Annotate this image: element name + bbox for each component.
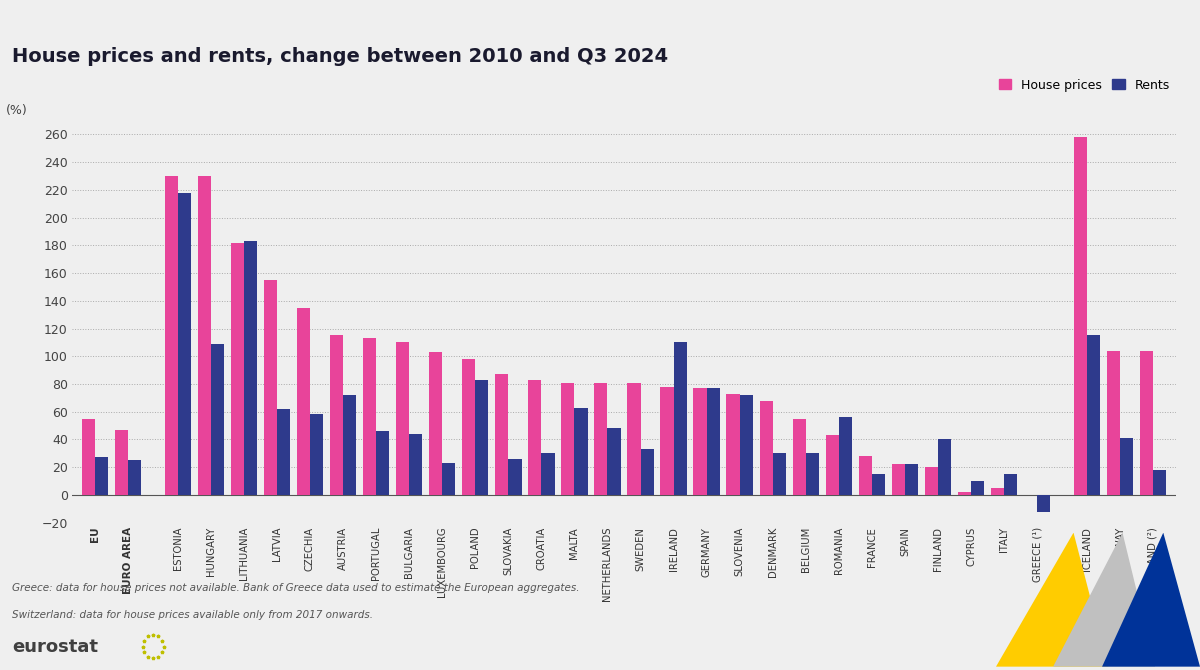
Text: Greece: data for house prices not available. Bank of Greece data used to estimat: Greece: data for house prices not availa… — [12, 583, 580, 593]
Bar — [443, 463, 456, 495]
Bar — [1153, 470, 1166, 495]
Bar — [277, 409, 290, 495]
Bar — [475, 380, 488, 495]
Bar — [872, 474, 886, 495]
Bar — [859, 456, 872, 495]
Bar — [773, 454, 786, 495]
Bar — [1037, 495, 1050, 511]
Bar — [496, 375, 509, 495]
Text: (%): (%) — [6, 104, 28, 117]
Bar — [641, 449, 654, 495]
Bar — [128, 460, 142, 495]
Bar — [1004, 474, 1018, 495]
Bar — [1106, 350, 1120, 495]
Bar — [707, 388, 720, 495]
Bar — [694, 388, 707, 495]
Bar — [792, 419, 805, 495]
Bar — [264, 280, 277, 495]
Bar — [925, 467, 938, 495]
Legend: House prices, Rents: House prices, Rents — [998, 78, 1170, 92]
Text: eurostat: eurostat — [12, 638, 98, 656]
Text: Switzerland: data for house prices available only from 2017 onwards.: Switzerland: data for house prices avail… — [12, 610, 373, 620]
Bar — [296, 308, 310, 495]
Bar — [607, 428, 620, 495]
Bar — [82, 419, 95, 495]
Bar — [541, 454, 554, 495]
Bar — [376, 431, 389, 495]
Bar — [673, 342, 686, 495]
Bar — [562, 383, 575, 495]
Bar — [938, 440, 952, 495]
Bar — [330, 336, 343, 495]
Bar — [343, 395, 356, 495]
Bar — [1140, 350, 1153, 495]
Bar — [660, 387, 673, 495]
Bar — [760, 401, 773, 495]
Bar — [905, 464, 918, 495]
Polygon shape — [996, 533, 1109, 667]
Bar — [805, 454, 820, 495]
Bar — [1120, 438, 1133, 495]
Bar — [991, 488, 1004, 495]
Bar — [892, 464, 905, 495]
Polygon shape — [1054, 533, 1156, 667]
Bar — [958, 492, 971, 495]
Bar — [575, 407, 588, 495]
Bar — [1074, 137, 1087, 495]
Bar — [178, 193, 191, 495]
Bar — [739, 395, 752, 495]
Bar — [409, 434, 422, 495]
Bar — [95, 458, 108, 495]
Bar — [462, 359, 475, 495]
Bar — [396, 342, 409, 495]
Bar — [826, 436, 839, 495]
Bar — [839, 417, 852, 495]
Bar — [198, 176, 211, 495]
Bar — [428, 352, 443, 495]
Bar — [726, 394, 739, 495]
Bar — [594, 383, 607, 495]
Bar — [211, 344, 224, 495]
Bar — [528, 380, 541, 495]
Bar — [244, 241, 257, 495]
Bar — [628, 383, 641, 495]
Bar — [362, 338, 376, 495]
Bar — [115, 429, 128, 495]
Bar — [509, 459, 522, 495]
Bar — [230, 243, 244, 495]
Bar — [971, 481, 984, 495]
Bar — [310, 415, 323, 495]
Polygon shape — [1102, 533, 1200, 667]
Bar — [164, 176, 178, 495]
Bar — [1087, 336, 1100, 495]
Text: House prices and rents, change between 2010 and Q3 2024: House prices and rents, change between 2… — [12, 47, 668, 66]
